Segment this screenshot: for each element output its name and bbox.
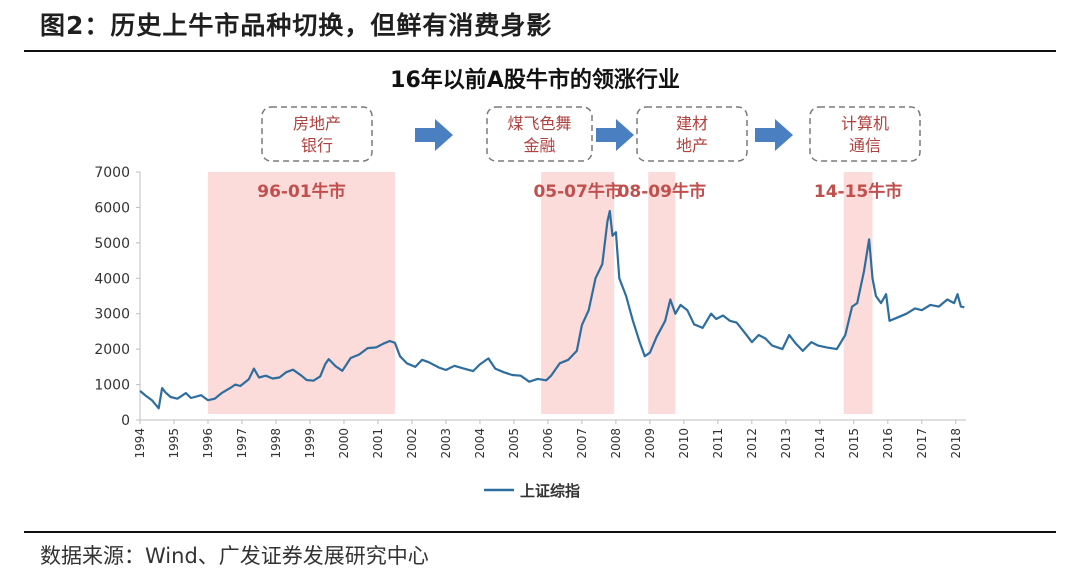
x-tick-label: 2002	[405, 428, 419, 459]
y-tick-label: 3000	[94, 307, 130, 323]
sector-box	[809, 106, 921, 162]
bull-market-band-label: 05-07牛市	[533, 181, 621, 202]
bull-market-band-label: 96-01牛市	[257, 181, 345, 202]
x-tick-label: 1998	[269, 428, 283, 459]
x-tick-label: 2005	[507, 428, 521, 459]
x-tick-label: 2015	[847, 428, 861, 459]
sector-box-label: 房地产	[293, 114, 341, 133]
x-tick-label: 2018	[949, 428, 963, 459]
y-tick-label: 2000	[94, 342, 130, 358]
sector-box	[636, 106, 748, 162]
legend-label: 上证综指	[520, 482, 580, 500]
bull-market-band-label: 14-15牛市	[814, 181, 902, 202]
x-tick-label: 1994	[133, 428, 147, 459]
y-tick-label: 1000	[94, 378, 130, 394]
figure-title: 图2：历史上牛市品种切换，但鲜有消费身影	[40, 11, 553, 40]
x-tick-label: 2007	[575, 428, 589, 459]
x-tick-label: 2004	[473, 428, 487, 459]
sector-box	[486, 106, 593, 162]
x-tick-label: 2017	[915, 428, 929, 459]
x-tick-label: 2000	[337, 428, 351, 459]
x-tick-label: 2014	[813, 428, 827, 459]
x-tick-label: 2016	[881, 428, 895, 459]
series-line-layer	[139, 209, 965, 410]
right-arrow-icon	[596, 119, 634, 151]
sector-box-label: 煤飞色舞	[507, 114, 571, 133]
legend: 上证综指	[484, 482, 580, 500]
source-note: 数据来源：Wind、广发证券发展研究中心	[40, 544, 429, 568]
x-tick-label: 2012	[745, 428, 759, 459]
bull-market-band	[843, 172, 873, 414]
x-tick-label: 2006	[541, 428, 555, 459]
x-tick-label: 2001	[371, 428, 385, 459]
x-tick-label: 2003	[439, 428, 453, 459]
x-tick-label: 2013	[779, 428, 793, 459]
y-tick-label: 4000	[94, 271, 130, 287]
x-tick-label: 1999	[303, 428, 317, 459]
sector-box-label: 建材	[676, 114, 708, 133]
bull-market-band	[648, 172, 676, 414]
right-arrow-icon	[415, 119, 453, 151]
y-tick-label: 6000	[94, 200, 130, 216]
x-tick-label: 1996	[201, 428, 215, 459]
y-tick-label: 7000	[94, 165, 130, 181]
x-tick-label: 2008	[609, 428, 623, 459]
sector-box	[261, 106, 373, 162]
sector-box-label: 金融	[523, 136, 555, 155]
bull-market-band	[207, 172, 395, 414]
top-rule	[24, 50, 1056, 52]
sector-box-label: 银行	[301, 136, 333, 155]
chart-title: 16年以前A股牛市的领涨行业	[390, 67, 680, 93]
y-tick-label: 0	[121, 413, 130, 429]
x-tick-label: 1997	[235, 428, 249, 459]
x-tick-label: 2010	[677, 428, 691, 459]
bull-market-band-label: 08-09牛市	[618, 181, 706, 202]
axes: 0 1000 2000 3000 4000 5000 6000 7000 1994 1995 199…	[94, 165, 966, 459]
series-line	[139, 209, 965, 410]
y-tick-label: 5000	[94, 236, 130, 252]
sector-box-label: 地产	[676, 136, 708, 155]
x-tick-label: 1995	[167, 428, 181, 459]
sector-box-label: 计算机	[841, 114, 889, 133]
x-tick-label: 2009	[643, 428, 657, 459]
right-arrow-icon	[755, 119, 793, 151]
sector-box-label: 通信	[849, 136, 881, 155]
x-tick-label: 2011	[711, 428, 725, 459]
bull-market-band	[541, 172, 615, 414]
bottom-rule	[24, 531, 1056, 533]
